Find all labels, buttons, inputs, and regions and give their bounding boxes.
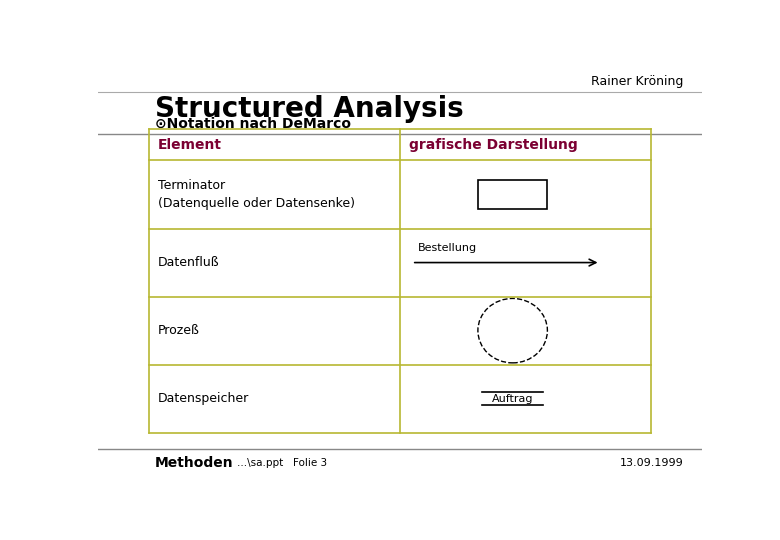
Bar — [149, 129, 651, 433]
Text: Auftrag: Auftrag — [492, 394, 534, 404]
Text: Structured Analysis: Structured Analysis — [155, 95, 463, 123]
Text: Rainer Kröning: Rainer Kröning — [591, 75, 684, 88]
Text: grafische Darstellung: grafische Darstellung — [409, 138, 577, 152]
Text: Element: Element — [158, 138, 222, 152]
Text: Ware
verkaufen: Ware verkaufen — [486, 323, 539, 346]
Text: ...\sa.ppt   Folie 3: ...\sa.ppt Folie 3 — [236, 458, 327, 468]
Text: Terminator
(Datenquelle oder Datensenke): Terminator (Datenquelle oder Datensenke) — [158, 179, 355, 210]
Text: Methoden: Methoden — [155, 456, 233, 470]
Text: 13.09.1999: 13.09.1999 — [620, 458, 684, 468]
Ellipse shape — [478, 299, 548, 363]
Text: Datenspeicher: Datenspeicher — [158, 392, 249, 405]
Text: Kunde: Kunde — [495, 190, 530, 199]
Text: Bestellung: Bestellung — [418, 244, 477, 253]
Bar — [478, 179, 548, 210]
Text: ⊙Notation nach DeMarco: ⊙Notation nach DeMarco — [155, 117, 351, 131]
Text: Datenfluß: Datenfluß — [158, 256, 220, 269]
Text: Prozeß: Prozeß — [158, 324, 200, 337]
Text: 3: 3 — [509, 310, 516, 320]
